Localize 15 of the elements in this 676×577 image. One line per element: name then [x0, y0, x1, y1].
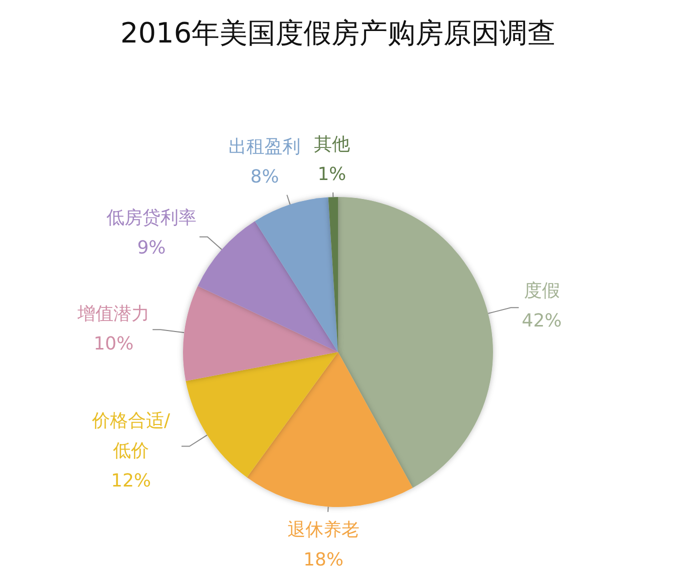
chart-title: 2016年美国度假房产购房原因调查	[120, 16, 556, 50]
data-label: 9%	[137, 237, 166, 258]
data-label: 42%	[522, 310, 562, 332]
data-label: 18%	[303, 549, 344, 570]
slice-label: 低房贷利率	[106, 207, 196, 228]
slice-label: 其他	[314, 134, 350, 155]
data-label: 8%	[250, 166, 279, 188]
data-label: 1%	[318, 164, 346, 185]
slice-label: 出租盈利	[228, 136, 301, 158]
data-label: 12%	[110, 470, 151, 492]
slice-label: 度假	[524, 280, 560, 302]
data-label: 10%	[94, 333, 134, 354]
slice-label: 增值潜力	[76, 303, 150, 324]
slice-label: 价格合适/低价	[90, 410, 171, 462]
slice-label: 退休养老	[287, 519, 360, 540]
